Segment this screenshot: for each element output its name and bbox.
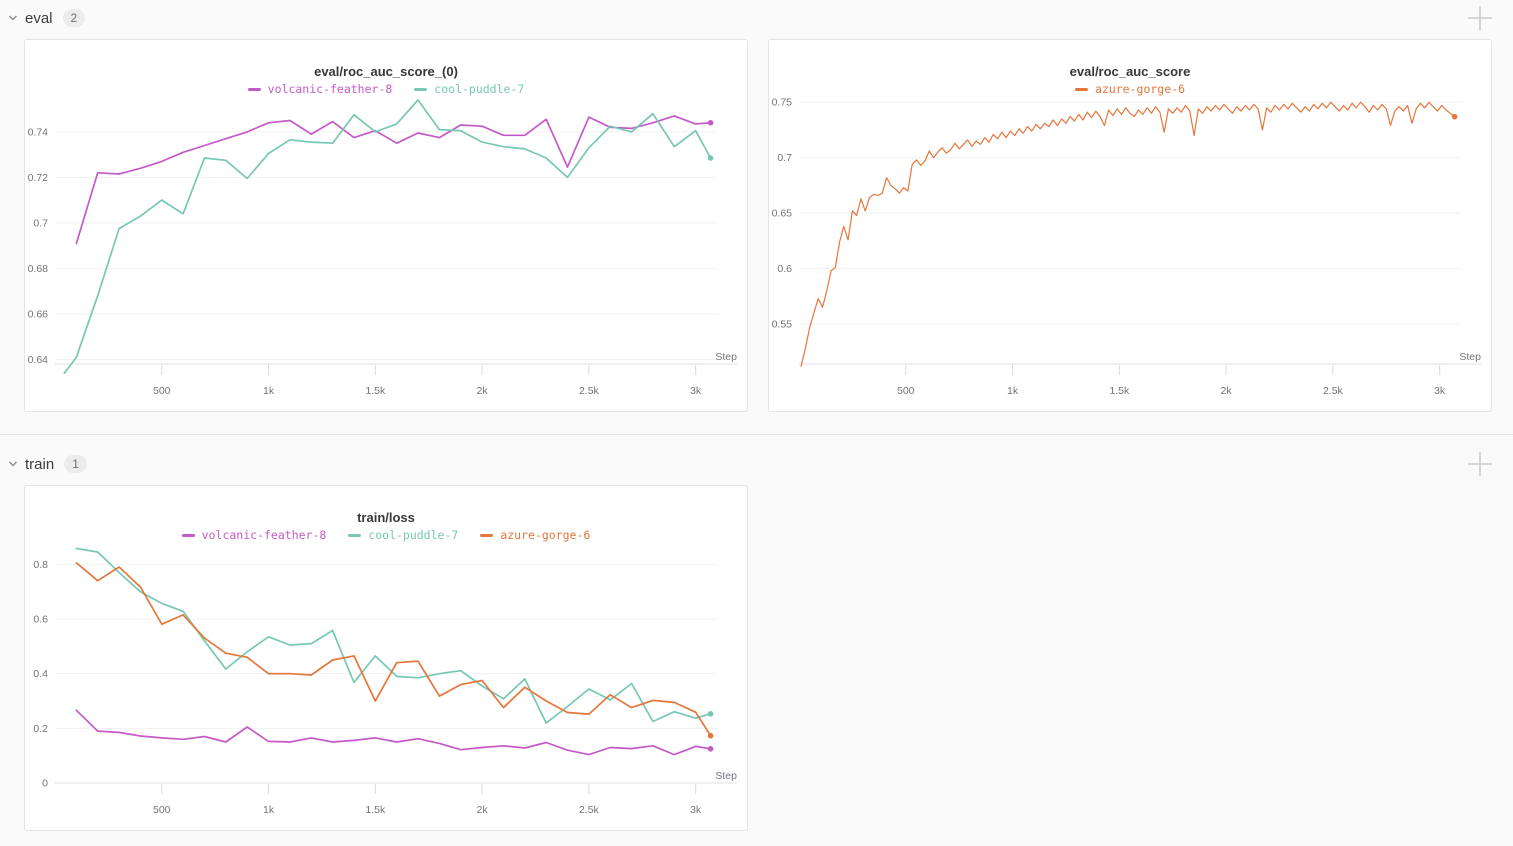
- panel-row-eval: eval/roc_auc_score_(0) volcanic-feather-…: [24, 39, 1492, 412]
- legend-run-name: cool-puddle-7: [434, 82, 525, 96]
- svg-text:1.5k: 1.5k: [365, 385, 386, 397]
- svg-text:1.5k: 1.5k: [365, 804, 386, 816]
- panel-count-badge: 2: [62, 9, 86, 27]
- legend-run-name: azure-gorge-6: [500, 528, 591, 542]
- section-divider: [0, 434, 1513, 435]
- svg-text:0.6: 0.6: [777, 263, 792, 275]
- chart-canvas: 0.55 0.6 0.65 0.7 0.75 500 1k 1.5k 2k 2.5k 3k Step: [772, 97, 1482, 397]
- chart-legend: volcanic-feather-8 cool-puddle-7 azure-gor…: [25, 528, 747, 542]
- svg-text:0.7: 0.7: [777, 152, 792, 164]
- svg-text:0.4: 0.4: [33, 668, 48, 680]
- add-panel-button[interactable]: [1465, 3, 1495, 33]
- section-title: eval: [25, 9, 53, 27]
- chart-title: eval/roc_auc_score: [1069, 64, 1191, 79]
- chevron-down-icon[interactable]: [5, 456, 21, 472]
- section-train: train 1 train/loss volcanic-feather-8 coo…: [0, 450, 1513, 831]
- chart-title: eval/roc_auc_score_(0): [314, 64, 458, 79]
- svg-text:2k: 2k: [477, 804, 489, 816]
- svg-text:0.68: 0.68: [28, 263, 49, 275]
- legend-swatch-icon: [247, 87, 261, 91]
- chart-title: train/loss: [357, 510, 415, 525]
- legend-swatch-icon: [414, 87, 428, 91]
- legend-swatch-icon: [1074, 87, 1088, 91]
- panel-row-train: train/loss volcanic-feather-8 cool-puddle…: [24, 485, 1492, 831]
- chart-legend: azure-gorge-6: [769, 82, 1491, 96]
- svg-text:500: 500: [897, 385, 915, 397]
- section-header-train: train 1: [5, 450, 1495, 478]
- chart-plot-area[interactable]: 0 0.2 0.4 0.6 0.8 500 1k 1.5k 2k 2.5k 3k Step: [25, 486, 747, 830]
- svg-text:Step: Step: [715, 770, 737, 782]
- section-title: train: [25, 455, 55, 473]
- svg-text:0.74: 0.74: [28, 126, 49, 138]
- panel-count-badge: 1: [64, 455, 87, 473]
- chart-canvas: 0.64 0.66 0.68 0.7 0.72 0.74 500 1k 1.5k 2k 2.5k 3k…: [28, 99, 737, 397]
- svg-text:2.5k: 2.5k: [1323, 385, 1344, 397]
- chart-panel-eval-roc-auc-score-0: eval/roc_auc_score_(0) volcanic-feather-…: [24, 39, 748, 412]
- legend-run-name: volcanic-feather-8: [201, 528, 327, 542]
- legend-item-cool-puddle-7: cool-puddle-7: [348, 528, 458, 542]
- svg-text:1.5k: 1.5k: [1109, 385, 1130, 397]
- chart-panel-train-loss: train/loss volcanic-feather-8 cool-puddle…: [24, 485, 748, 831]
- svg-text:0.6: 0.6: [33, 613, 48, 625]
- svg-text:0.75: 0.75: [772, 97, 793, 109]
- svg-text:1k: 1k: [1007, 385, 1019, 397]
- svg-text:2k: 2k: [1221, 385, 1233, 397]
- chart-plot-area[interactable]: 0.55 0.6 0.65 0.7 0.75 500 1k 1.5k 2k 2.5k 3k Step: [769, 40, 1491, 411]
- svg-text:1k: 1k: [263, 385, 275, 397]
- svg-text:3k: 3k: [690, 804, 702, 816]
- section-eval: eval 2 eval/roc_auc_score_(0) volcanic-f…: [0, 4, 1513, 412]
- legend-item-cool-puddle-7: cool-puddle-7: [414, 82, 524, 96]
- legend-run-name: azure-gorge-6: [1094, 82, 1185, 96]
- svg-text:2.5k: 2.5k: [579, 385, 600, 397]
- svg-text:0.8: 0.8: [33, 559, 48, 571]
- legend-item-volcanic-feather-8: volcanic-feather-8: [247, 82, 393, 96]
- legend-item-azure-gorge-6: azure-gorge-6: [1074, 82, 1185, 96]
- legend-run-name: volcanic-feather-8: [267, 82, 393, 96]
- chart-legend: volcanic-feather-8 cool-puddle-7: [25, 82, 747, 96]
- svg-text:Step: Step: [1459, 351, 1481, 363]
- legend-item-azure-gorge-6: azure-gorge-6: [480, 528, 590, 542]
- legend-swatch-icon: [348, 533, 362, 537]
- svg-text:2k: 2k: [477, 385, 489, 397]
- svg-text:0.55: 0.55: [772, 319, 793, 331]
- svg-text:0.72: 0.72: [28, 172, 49, 184]
- svg-text:0.2: 0.2: [33, 723, 48, 735]
- chevron-down-icon[interactable]: [5, 10, 21, 26]
- svg-text:0: 0: [42, 778, 48, 790]
- svg-text:1k: 1k: [263, 804, 275, 816]
- svg-text:0.65: 0.65: [772, 208, 793, 220]
- svg-text:500: 500: [153, 385, 171, 397]
- svg-text:3k: 3k: [1434, 385, 1446, 397]
- chart-panel-eval-roc-auc-score: eval/roc_auc_score azure-gorge-6 0.55 0.6…: [768, 39, 1492, 412]
- svg-text:2.5k: 2.5k: [579, 804, 600, 816]
- add-panel-button[interactable]: [1465, 449, 1495, 479]
- svg-text:0.66: 0.66: [28, 308, 49, 320]
- svg-text:3k: 3k: [690, 385, 702, 397]
- legend-run-name: cool-puddle-7: [368, 528, 459, 542]
- svg-text:Step: Step: [715, 351, 737, 363]
- section-header-eval: eval 2: [5, 4, 1495, 32]
- svg-text:0.7: 0.7: [33, 217, 48, 229]
- svg-text:0.64: 0.64: [28, 354, 49, 366]
- legend-swatch-icon: [181, 533, 195, 537]
- legend-swatch-icon: [480, 533, 494, 537]
- chart-plot-area[interactable]: 0.64 0.66 0.68 0.7 0.72 0.74 500 1k 1.5k 2k 2.5k 3k…: [25, 40, 747, 411]
- svg-text:500: 500: [153, 804, 171, 816]
- legend-item-volcanic-feather-8: volcanic-feather-8: [181, 528, 327, 542]
- chart-canvas: 0 0.2 0.4 0.6 0.8 500 1k 1.5k 2k 2.5k 3k Step: [33, 547, 737, 816]
